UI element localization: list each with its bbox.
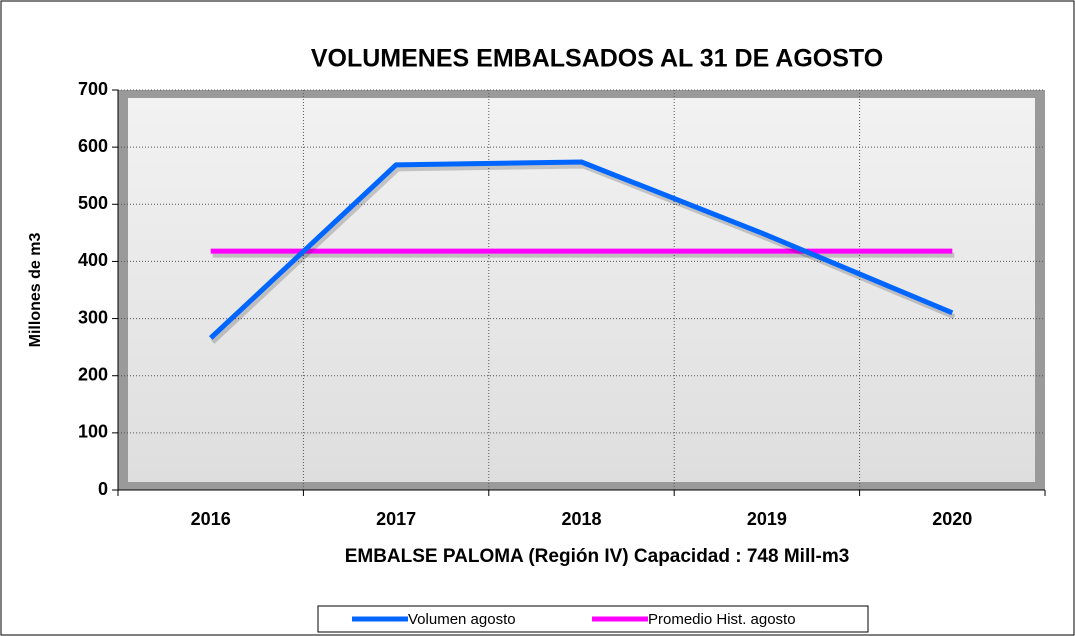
legend-label: Volumen agosto bbox=[408, 611, 516, 628]
x-tick-label: 2018 bbox=[561, 509, 601, 529]
chart-title: VOLUMENES EMBALSADOS AL 31 DE AGOSTO bbox=[311, 45, 883, 73]
y-tick-label: 0 bbox=[98, 479, 108, 499]
x-tick-label: 2020 bbox=[932, 509, 972, 529]
x-axis-title: EMBALSE PALOMA (Región IV) Capacidad : 7… bbox=[345, 546, 850, 567]
line-shadow bbox=[210, 163, 956, 344]
y-tick-label: 300 bbox=[78, 307, 108, 327]
y-tick-label: 400 bbox=[78, 250, 108, 270]
x-tick-label: 2016 bbox=[191, 509, 231, 529]
y-tick-label: 100 bbox=[78, 422, 108, 442]
x-tick-label: 2019 bbox=[747, 509, 787, 529]
y-tick-label: 200 bbox=[78, 364, 108, 384]
y-tick-label: 600 bbox=[78, 136, 108, 156]
y-tick-label: 500 bbox=[78, 193, 108, 213]
y-axis-title: Millones de m3 bbox=[27, 233, 44, 348]
legend-label: Promedio Hist. agosto bbox=[648, 611, 796, 628]
series-line bbox=[208, 159, 954, 340]
x-tick-label: 2017 bbox=[376, 509, 416, 529]
y-tick-label: 700 bbox=[78, 79, 108, 99]
